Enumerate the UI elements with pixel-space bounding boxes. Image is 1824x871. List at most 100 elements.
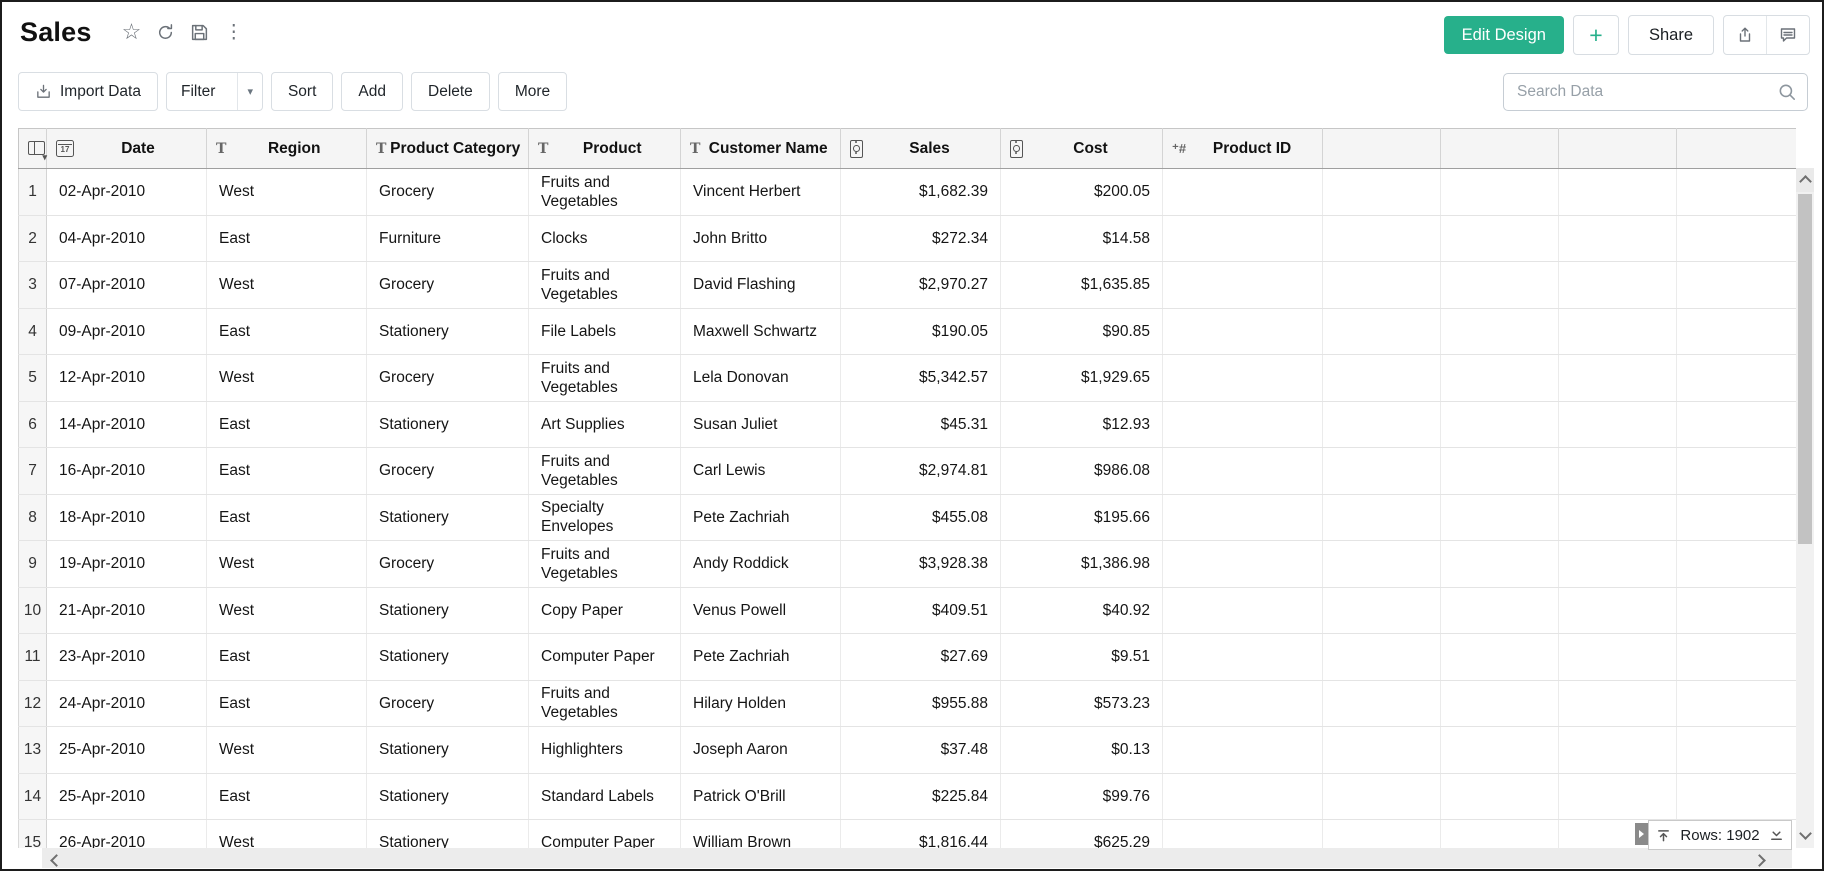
- cell-empty-1[interactable]: [1322, 726, 1441, 774]
- cell-sales[interactable]: $2,970.27: [840, 261, 1001, 309]
- cell-product-id[interactable]: [1162, 540, 1323, 588]
- cell-cost[interactable]: $40.92: [1000, 587, 1163, 634]
- cell-empty-1[interactable]: [1322, 494, 1441, 541]
- cell-customer-name[interactable]: Hilary Holden: [680, 680, 841, 727]
- row-number[interactable]: 7: [18, 447, 47, 495]
- column-header-cost[interactable]: Cost: [1000, 128, 1163, 169]
- cell-product[interactable]: Computer Paper: [528, 819, 681, 848]
- cell-empty-2[interactable]: [1440, 261, 1559, 309]
- search-input[interactable]: [1503, 72, 1808, 111]
- cell-date[interactable]: 16-Apr-2010: [46, 447, 207, 495]
- cell-cost[interactable]: $90.85: [1000, 308, 1163, 355]
- cell-sales[interactable]: $455.08: [840, 494, 1001, 541]
- cell-empty-3[interactable]: [1558, 726, 1677, 774]
- kebab-menu-icon[interactable]: ⋮: [224, 21, 244, 43]
- row-number[interactable]: 11: [18, 633, 47, 681]
- cell-product-id[interactable]: [1162, 587, 1323, 634]
- cell-product-category[interactable]: Stationery: [366, 494, 529, 541]
- cell-empty-4[interactable]: [1676, 494, 1796, 541]
- cell-empty-3[interactable]: [1558, 354, 1677, 402]
- cell-product[interactable]: Fruits and Vegetables: [528, 168, 681, 216]
- cell-date[interactable]: 04-Apr-2010: [46, 215, 207, 262]
- cell-cost[interactable]: $9.51: [1000, 633, 1163, 681]
- edit-design-button[interactable]: Edit Design: [1443, 16, 1564, 54]
- cell-product-id[interactable]: [1162, 680, 1323, 727]
- cell-product[interactable]: Clocks: [528, 215, 681, 262]
- cell-product-id[interactable]: [1162, 261, 1323, 309]
- cell-empty-2[interactable]: [1440, 354, 1559, 402]
- cell-empty-1[interactable]: [1322, 447, 1441, 495]
- scroll-right-arrow[interactable]: [1753, 852, 1766, 870]
- cell-empty-1[interactable]: [1322, 540, 1441, 588]
- cell-customer-name[interactable]: Carl Lewis: [680, 447, 841, 495]
- cell-empty-4[interactable]: [1676, 354, 1796, 402]
- cell-empty-1[interactable]: [1322, 261, 1441, 309]
- vertical-scrollbar[interactable]: [1796, 168, 1814, 848]
- cell-product[interactable]: Specialty Envelopes: [528, 494, 681, 541]
- cell-empty-3[interactable]: [1558, 540, 1677, 588]
- cell-date[interactable]: 07-Apr-2010: [46, 261, 207, 309]
- cell-region[interactable]: East: [206, 633, 367, 681]
- cell-empty-3[interactable]: [1558, 401, 1677, 448]
- cell-sales[interactable]: $272.34: [840, 215, 1001, 262]
- filter-label[interactable]: Filter: [180, 82, 216, 100]
- cell-product-category[interactable]: Grocery: [366, 261, 529, 309]
- cell-date[interactable]: 25-Apr-2010: [46, 726, 207, 774]
- cell-cost[interactable]: $12.93: [1000, 401, 1163, 448]
- cell-empty-4[interactable]: [1676, 447, 1796, 495]
- cell-region[interactable]: East: [206, 773, 367, 820]
- horizontal-scrollbar[interactable]: [42, 848, 1792, 868]
- cell-empty-1[interactable]: [1322, 215, 1441, 262]
- row-number[interactable]: 3: [18, 261, 47, 309]
- cell-product[interactable]: File Labels: [528, 308, 681, 355]
- cell-empty-1[interactable]: [1322, 168, 1441, 216]
- scroll-to-bottom-icon[interactable]: [1769, 828, 1784, 843]
- cell-sales[interactable]: $190.05: [840, 308, 1001, 355]
- cell-empty-4[interactable]: [1676, 215, 1796, 262]
- cell-product-category[interactable]: Furniture: [366, 215, 529, 262]
- cell-empty-2[interactable]: [1440, 819, 1559, 848]
- sort-button[interactable]: Sort: [270, 72, 334, 111]
- cell-empty-3[interactable]: [1558, 308, 1677, 355]
- cell-product[interactable]: Art Supplies: [528, 401, 681, 448]
- cell-cost[interactable]: $1,635.85: [1000, 261, 1163, 309]
- cell-product-category[interactable]: Stationery: [366, 587, 529, 634]
- scroll-to-top-icon[interactable]: [1656, 828, 1671, 843]
- cell-empty-2[interactable]: [1440, 168, 1559, 216]
- cell-customer-name[interactable]: David Flashing: [680, 261, 841, 309]
- save-icon[interactable]: [190, 23, 209, 42]
- cell-empty-1[interactable]: [1322, 401, 1441, 448]
- row-number[interactable]: 15: [18, 819, 47, 848]
- cell-empty-1[interactable]: [1322, 354, 1441, 402]
- cell-empty-3[interactable]: [1558, 633, 1677, 681]
- cell-product-id[interactable]: [1162, 819, 1323, 848]
- cell-region[interactable]: East: [206, 308, 367, 355]
- column-header-empty-3[interactable]: [1558, 128, 1677, 169]
- cell-empty-4[interactable]: [1676, 633, 1796, 681]
- cell-empty-4[interactable]: [1676, 726, 1796, 774]
- cell-sales[interactable]: $37.48: [840, 726, 1001, 774]
- cell-cost[interactable]: $99.76: [1000, 773, 1163, 820]
- cell-sales[interactable]: $955.88: [840, 680, 1001, 727]
- row-number[interactable]: 1: [18, 168, 47, 216]
- cell-empty-1[interactable]: [1322, 773, 1441, 820]
- cell-empty-3[interactable]: [1558, 447, 1677, 495]
- cell-customer-name[interactable]: Pete Zachriah: [680, 494, 841, 541]
- cell-empty-1[interactable]: [1322, 308, 1441, 355]
- cell-sales[interactable]: $45.31: [840, 401, 1001, 448]
- cell-product-category[interactable]: Stationery: [366, 633, 529, 681]
- cell-region[interactable]: East: [206, 680, 367, 727]
- cell-sales[interactable]: $27.69: [840, 633, 1001, 681]
- import-data-button[interactable]: Import Data: [18, 72, 158, 111]
- cell-empty-3[interactable]: [1558, 494, 1677, 541]
- cell-empty-3[interactable]: [1558, 261, 1677, 309]
- column-header-date[interactable]: Date: [46, 128, 207, 169]
- cell-customer-name[interactable]: Lela Donovan: [680, 354, 841, 402]
- cell-cost[interactable]: $195.66: [1000, 494, 1163, 541]
- column-header-customer-name[interactable]: Customer Name: [680, 128, 841, 169]
- cell-empty-1[interactable]: [1322, 680, 1441, 727]
- export-icon[interactable]: [1724, 16, 1766, 54]
- cell-customer-name[interactable]: Vincent Herbert: [680, 168, 841, 216]
- cell-cost[interactable]: $573.23: [1000, 680, 1163, 727]
- cell-sales[interactable]: $409.51: [840, 587, 1001, 634]
